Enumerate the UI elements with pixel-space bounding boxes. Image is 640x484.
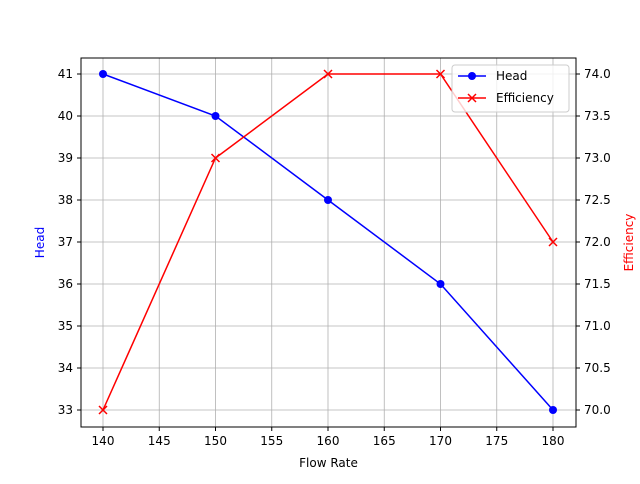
x-tick-label: 150 [204,434,227,448]
y-right-tick-label: 70.5 [584,361,611,375]
y-left-tick-label: 34 [58,361,73,375]
x-tick-label: 170 [429,434,452,448]
y-left-tick-label: 41 [58,67,73,81]
x-axis-label: Flow Rate [299,456,358,470]
y-right-tick-label: 74.0 [584,67,611,81]
legend-label-efficiency: Efficiency [496,91,554,105]
y-left-tick-label: 38 [58,193,73,207]
y-right-tick-label: 73.0 [584,151,611,165]
y-left-tick-label: 37 [58,235,73,249]
y-left-axis-label: Head [33,227,47,258]
y-right-tick-label: 72.0 [584,235,611,249]
y-right-tick-label: 72.5 [584,193,611,207]
marker-x [548,237,558,247]
legend-label-head: Head [496,69,527,83]
y-right-axis-label: Efficiency [622,214,636,272]
x-tick-label: 155 [260,434,283,448]
marker-circle [436,280,445,288]
marker-x [98,405,108,415]
legend-marker-circle [468,72,476,80]
y-left-tick-label: 39 [58,151,73,165]
marker-circle [324,196,332,204]
marker-circle [549,406,557,414]
x-tick-label: 180 [542,434,565,448]
marker-x [323,69,333,79]
marker-circle [99,70,107,78]
y-right-tick-label: 73.5 [584,109,611,123]
marker-x [210,153,221,163]
y-right-tick-label: 71.0 [584,319,611,333]
y-left-tick-label: 40 [58,109,73,123]
y-right-tick-label: 71.5 [584,277,611,291]
y-left-tick-label: 35 [58,319,73,333]
x-tick-label: 145 [148,434,171,448]
y-right-tick-label: 70.0 [584,403,611,417]
marker-x [435,69,446,79]
marker-circle [211,112,220,120]
x-tick-label: 140 [92,434,115,448]
y-left-tick-label: 36 [58,277,73,291]
y-left-tick-label: 33 [58,403,73,417]
legend-marker-x [467,93,477,103]
plot-frame [80,57,577,428]
x-tick-label: 175 [485,434,508,448]
x-tick-label: 165 [373,434,396,448]
x-tick-label: 160 [317,434,340,448]
